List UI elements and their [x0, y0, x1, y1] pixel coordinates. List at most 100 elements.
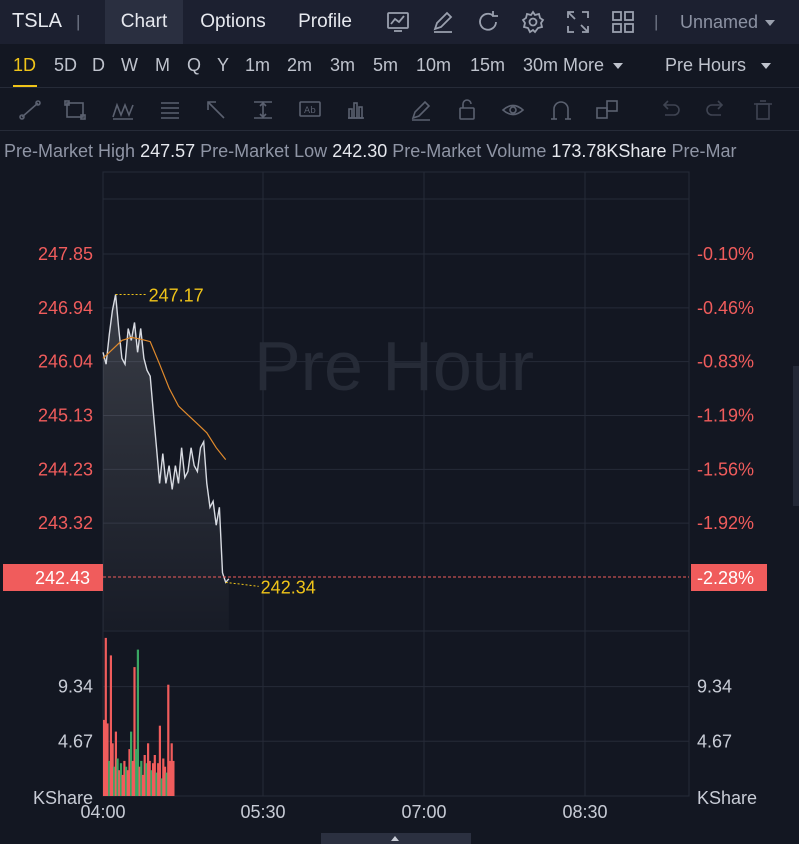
high-marker-label: 247.17 — [149, 286, 204, 306]
arrow-tool-icon[interactable] — [203, 97, 229, 123]
volume-bar — [148, 760, 151, 796]
chart-scroll-handle[interactable] — [321, 833, 471, 844]
interval-bar: 1D 5D D W M Q Y 1m 2m 3m 5m 10m 15m 30m … — [0, 44, 799, 88]
ticker-symbol[interactable]: TSLA — [12, 10, 63, 32]
eye-icon[interactable] — [500, 97, 526, 123]
volume-bar — [143, 755, 146, 796]
volume-bar — [145, 763, 148, 796]
low-marker-label: 242.34 — [261, 577, 316, 597]
volume-bar — [118, 770, 121, 796]
low-label: Pre-Market Low — [200, 141, 328, 161]
volume-profile-icon[interactable] — [343, 97, 369, 123]
line-tool-icon[interactable] — [17, 97, 43, 123]
x-tick: 08:30 — [562, 802, 607, 822]
session-dropdown[interactable]: Pre Hours — [665, 55, 772, 76]
tab-profile[interactable]: Profile — [298, 11, 352, 32]
volume-bar — [155, 772, 158, 796]
volume-tick-left: 9.34 — [58, 677, 93, 697]
toolbar-separator: | — [76, 12, 81, 31]
caret-down-icon — [613, 63, 624, 70]
interval-1d[interactable]: 1D — [13, 55, 37, 75]
undo-icon[interactable] — [657, 97, 683, 123]
volume-value: 173.78KShare — [551, 141, 667, 161]
interval-15m[interactable]: 15m — [470, 55, 506, 75]
settings-icon[interactable] — [520, 9, 546, 35]
interval-2m[interactable]: 2m — [287, 55, 313, 75]
pattern-tool-icon[interactable] — [110, 97, 136, 123]
volume-bar — [103, 719, 106, 796]
caret-down-icon — [765, 20, 776, 27]
more-intervals-button[interactable]: More — [563, 55, 624, 76]
right-panel-handle[interactable] — [793, 366, 799, 506]
redo-icon[interactable] — [703, 97, 729, 123]
group-icon[interactable] — [594, 97, 620, 123]
x-tick: 07:00 — [401, 802, 446, 822]
volume-bar — [162, 758, 165, 796]
interval-5m[interactable]: 5m — [373, 55, 399, 75]
x-tick: 04:00 — [80, 802, 125, 822]
volume-bar — [113, 766, 116, 796]
volume-bar — [126, 770, 129, 796]
volume-bar — [152, 763, 155, 796]
text-tool-icon[interactable]: Ab — [297, 97, 323, 123]
chart-watermark: Pre Hour — [254, 327, 534, 405]
low-value: 242.30 — [332, 141, 388, 161]
volume-bar — [111, 743, 114, 796]
interval-d[interactable]: D — [92, 55, 105, 75]
draw-icon[interactable] — [430, 9, 456, 35]
x-tick: 05:30 — [240, 802, 285, 822]
interval-y[interactable]: Y — [217, 55, 230, 75]
y-tick-right: -1.19% — [697, 406, 754, 426]
layout-grid-icon[interactable] — [610, 9, 636, 35]
next-stat-label: Pre-Mar — [671, 141, 737, 161]
y-tick-left: 244.23 — [38, 459, 93, 479]
volume-bar — [109, 655, 112, 796]
interval-1m[interactable]: 1m — [245, 55, 271, 75]
volume-bar — [147, 743, 150, 796]
lock-icon[interactable] — [454, 97, 480, 123]
interval-q[interactable]: Q — [187, 55, 202, 75]
volume-bar — [158, 725, 161, 796]
pencil-icon[interactable] — [408, 97, 434, 123]
price-chart[interactable]: Pre Hour 247.17 242.34 247.85 246.94 246.04… — [0, 170, 799, 833]
interval-m[interactable]: M — [155, 55, 170, 75]
chart-axes: 247.85 246.94 246.04 245.13 244.23 243.32 -0.1… — [3, 244, 767, 822]
y-tick-left: 245.13 — [38, 406, 93, 426]
y-tick-right: -0.46% — [697, 298, 754, 318]
fib-tool-icon[interactable] — [157, 97, 183, 123]
y-tick-right: -1.56% — [697, 459, 754, 479]
interval-3m[interactable]: 3m — [330, 55, 356, 75]
tab-options[interactable]: Options — [200, 11, 266, 32]
current-change-tag — [691, 564, 767, 591]
fullscreen-icon[interactable] — [565, 9, 591, 35]
current-price-label: 242.43 — [35, 568, 90, 588]
y-tick-right: -0.10% — [697, 244, 754, 264]
indicator-icon[interactable] — [385, 9, 411, 35]
tab-chart[interactable]: Chart — [105, 0, 183, 44]
rectangle-tool-icon[interactable] — [62, 97, 88, 123]
interval-10m[interactable]: 10m — [416, 55, 452, 75]
volume-bar — [104, 637, 107, 796]
average-price-line — [102, 336, 227, 460]
high-low-markers: 247.17 242.34 — [115, 286, 316, 597]
volume-bar — [138, 766, 141, 796]
volume-bar — [167, 684, 170, 796]
chart-grid — [102, 171, 690, 797]
interval-30m[interactable]: 30m — [523, 55, 559, 75]
measure-tool-icon[interactable] — [250, 97, 276, 123]
volume-bar — [163, 766, 167, 796]
y-tick-left: 246.04 — [38, 352, 93, 372]
active-interval-indicator — [13, 85, 37, 87]
volume-bar — [150, 770, 153, 796]
volume-bar — [114, 731, 117, 796]
interval-5d[interactable]: 5D — [54, 55, 78, 75]
svg-text:Ab: Ab — [304, 106, 316, 116]
refresh-icon[interactable] — [475, 9, 501, 35]
trash-icon[interactable] — [750, 97, 776, 123]
session-label: Pre Hours — [665, 55, 747, 75]
layout-name-dropdown[interactable]: Unnamed — [680, 12, 776, 33]
interval-w[interactable]: W — [121, 55, 138, 75]
volume-bar — [119, 763, 123, 796]
magnet-icon[interactable] — [548, 97, 574, 123]
price-line — [102, 294, 230, 584]
